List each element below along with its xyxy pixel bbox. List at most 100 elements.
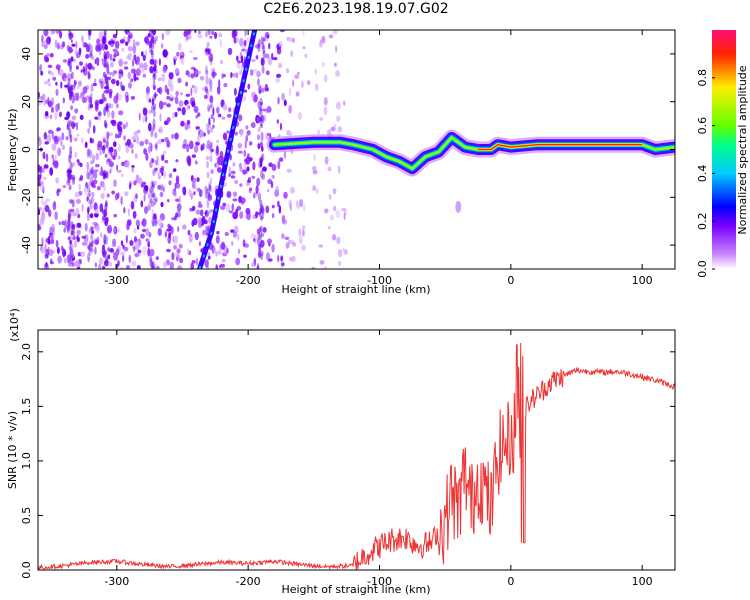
- noise-dot: [332, 234, 337, 241]
- noise-dot: [197, 34, 203, 39]
- noise-dot: [245, 125, 249, 130]
- noise-dot: [190, 87, 193, 96]
- noise-dot: [283, 191, 288, 199]
- noise-dot: [186, 119, 190, 125]
- noise-dot: [285, 242, 290, 249]
- noise-dot: [192, 57, 198, 60]
- noise-streak-dot: [91, 166, 95, 174]
- noise-dot: [217, 156, 221, 165]
- noise-dot: [216, 167, 222, 173]
- noise-dot: [92, 221, 98, 225]
- noise-dot: [48, 209, 52, 217]
- noise-streak-dot: [71, 95, 75, 104]
- noise-dot: [80, 136, 84, 144]
- noise-dot: [149, 188, 152, 196]
- noise-dot: [149, 58, 155, 65]
- noise-dot: [123, 61, 128, 65]
- noise-dot: [275, 185, 280, 195]
- noise-dot: [176, 203, 182, 212]
- noise-dot: [289, 203, 292, 211]
- noise-streak-dot: [153, 39, 157, 45]
- noise-streak-dot: [261, 87, 265, 93]
- noise-streak-dot: [88, 73, 92, 79]
- noise-dot: [42, 176, 47, 180]
- noise-streak-dot: [259, 104, 263, 111]
- noise-dot: [321, 35, 326, 44]
- noise-dot: [252, 161, 256, 171]
- noise-dot: [175, 175, 180, 185]
- noise-dot: [232, 162, 236, 167]
- noise-dot: [249, 141, 253, 146]
- noise-streak-dot: [87, 245, 91, 250]
- noise-dot: [130, 200, 135, 210]
- noise-dot: [46, 134, 52, 144]
- noise-streak-dot: [87, 127, 91, 134]
- noise-dot: [327, 166, 332, 172]
- noise-dot: [262, 37, 266, 42]
- noise-dot: [226, 130, 230, 134]
- noise-dot: [190, 66, 196, 70]
- noise-dot: [158, 58, 161, 66]
- noise-dot: [332, 30, 338, 35]
- noise-dot: [194, 69, 197, 77]
- noise-dot: [81, 35, 84, 42]
- noise-streak-dot: [152, 95, 156, 103]
- noise-dot: [112, 58, 116, 62]
- noise-dot: [256, 228, 261, 235]
- noise-dot: [61, 41, 66, 48]
- noise-streak-dot: [208, 77, 212, 87]
- noise-dot: [149, 257, 153, 263]
- noise-dot: [205, 211, 207, 215]
- noise-dot: [304, 53, 308, 58]
- noise-dot: [215, 250, 219, 257]
- noise-dot: [291, 255, 296, 263]
- chart-title: C2E6.2023.198.19.07.G02: [263, 1, 449, 17]
- noise-streak-dot: [256, 78, 260, 87]
- noise-dot: [140, 200, 144, 208]
- noise-streak-dot: [210, 127, 214, 133]
- noise-dot: [73, 137, 78, 142]
- noise-streak-dot: [149, 259, 153, 267]
- noise-dot: [176, 51, 180, 57]
- noise-dot: [55, 88, 59, 97]
- noise-dot: [206, 139, 211, 146]
- noise-streak-dot: [149, 254, 153, 263]
- noise-dot: [50, 30, 56, 35]
- noise-streak-dot: [205, 69, 209, 76]
- noise-dot: [169, 97, 174, 102]
- noise-dot: [175, 183, 181, 188]
- noise-dot: [235, 72, 239, 79]
- noise-streak-dot: [103, 106, 107, 117]
- noise-dot: [277, 200, 280, 207]
- noise-streak-dot: [89, 93, 93, 100]
- noise-streak-dot: [67, 209, 71, 219]
- noise-streak-dot: [209, 142, 213, 152]
- noise-dot: [177, 107, 182, 112]
- noise-dot: [166, 248, 171, 253]
- noise-streak-dot: [207, 129, 211, 135]
- noise-dot: [145, 92, 150, 102]
- noise-dot: [50, 250, 55, 254]
- noise-dot: [76, 121, 79, 131]
- noise-dot: [226, 191, 232, 198]
- noise-dot: [336, 236, 341, 245]
- noise-dot: [196, 112, 201, 117]
- noise-dot: [39, 218, 42, 228]
- noise-streak-dot: [92, 154, 95, 164]
- noise-dot: [236, 62, 241, 70]
- noise-dot: [112, 238, 117, 248]
- noise-dot: [244, 30, 247, 37]
- noise-dot: [77, 80, 82, 87]
- noise-dot: [233, 30, 238, 37]
- noise-dot: [100, 192, 105, 200]
- noise-dot: [176, 248, 181, 254]
- noise-dot: [300, 80, 304, 89]
- noise-dot: [234, 131, 238, 136]
- noise-dot: [261, 146, 264, 152]
- noise-dot: [238, 150, 243, 154]
- noise-dot: [154, 167, 158, 171]
- noise-dot: [131, 59, 135, 67]
- noise-dot: [92, 179, 98, 185]
- noise-dot: [259, 239, 265, 248]
- noise-dot: [43, 80, 49, 85]
